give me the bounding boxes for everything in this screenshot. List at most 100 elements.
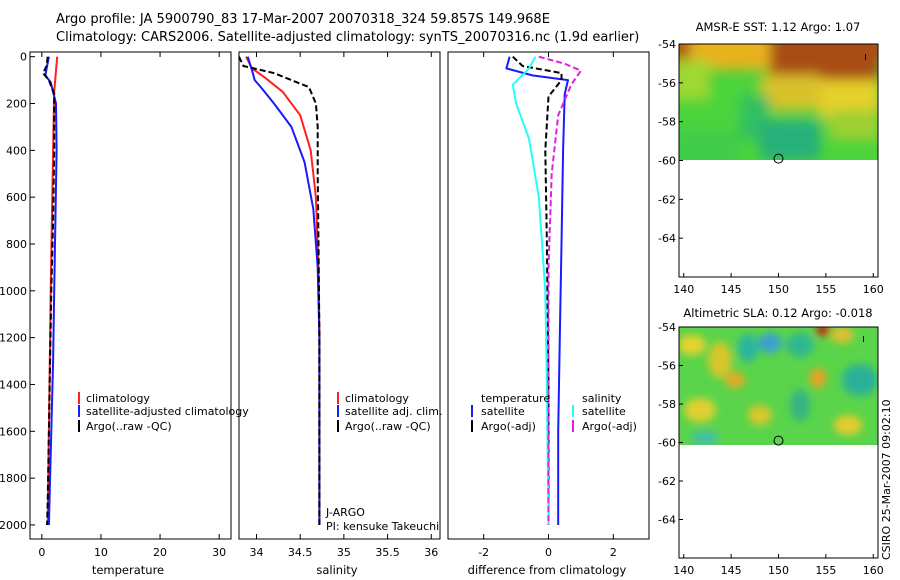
temperature-lines [42,56,59,526]
sst-map-panel: AMSR-E SST: 1.12 Argo: 1.07 ı 140 145 150 1… [658,20,884,296]
sla-field [679,327,878,445]
temperature-series-argo-raw-qc [42,56,56,526]
temperature-ytick-label: 1600 [0,425,27,438]
temperature-xtick-label: 0 [38,546,45,559]
sla-ticks: 140 145 150 155 160 -54 -56 -58 -60 -62 -64 [658,321,884,577]
sst-ticks: 140 145 150 155 160 -54 -56 -58 -60 -62 -64 [658,38,884,296]
salinity-xtick-label: 36 [424,546,438,559]
salinity-panel: 34 34.5 35 35.5 36 salinity climatology sate… [238,51,442,577]
sla-ytick-label: -62 [658,475,676,488]
difference-series-salinity-argo-adj [538,55,582,525]
difference-xlabel: difference from climatology [468,563,627,577]
temperature-panel: 0 10 20 30 0 200 400 600 800 1000 1200 1400 1600 1800… [0,51,249,577]
sla-xtick-label: 140 [673,564,694,577]
sst-xtick-label: 160 [863,283,884,296]
legend-satellite-adjusted-label: satellite-adjusted climatology [86,405,249,418]
temperature-ytick-label: 1000 [0,285,27,298]
salinity-series-satellite-adj-clim [246,56,321,525]
salinity-lines [238,56,321,525]
legend-salinity-heading: salinity [582,392,622,405]
sst-corner-mark: ı [864,50,867,63]
legend-sal-argo-label: Argo(..raw -QC) [345,420,431,433]
sla-xtick-label: 160 [863,564,884,577]
temperature-ytick-label: 400 [6,144,27,157]
legend-argo-label: Argo(..raw -QC) [86,420,172,433]
salinity-series-climatology [245,56,321,525]
pi-label: PI: kensuke Takeuchi [326,520,439,533]
difference-xtick-label: -2 [478,546,489,559]
temperature-axes-frame [29,51,232,540]
salinity-xlabel: salinity [316,563,357,577]
difference-xtick-label: 0 [545,546,552,559]
sla-xtick-label: 150 [768,564,789,577]
sla-xtick-label: 155 [815,564,836,577]
temperature-xtick-label: 30 [212,546,226,559]
sst-xtick-label: 155 [815,283,836,296]
sla-xtick-label: 145 [721,564,742,577]
temperature-series-satellite-adjusted-climatology [44,56,58,526]
sst-xtick-label: 150 [768,283,789,296]
sst-map-title: AMSR-E SST: 1.12 Argo: 1.07 [696,20,861,34]
salinity-legend: climatology satellite adj. clim. Argo(..… [337,392,442,433]
salinity-series-argo-raw-qc [238,56,321,525]
temperature-ytick-label: 0 [20,51,27,64]
sst-xtick-label: 140 [673,283,694,296]
sst-ytick-label: -54 [658,38,676,51]
difference-series-salinity-satellite [511,56,550,526]
legend-sal-satellite-label: satellite adj. clim. [345,405,442,418]
temperature-ytick-label: 1200 [0,332,27,345]
temperature-ytick-label: 1800 [0,472,27,485]
temperature-xlabel: temperature [92,563,164,577]
temperature-ytick-label: 200 [6,98,27,111]
salinity-axes-frame [238,51,441,540]
legend-temperature-heading: temperature [481,392,550,405]
legend-sal-argo-label: Argo(-adj) [582,420,637,433]
salinity-xtick-label: 35 [337,546,351,559]
legend-temp-satellite-label: satellite [481,405,525,418]
legend-climatology-label: climatology [86,392,150,405]
temperature-xtick-label: 10 [94,546,108,559]
sst-xtick-label: 145 [721,283,742,296]
sla-ytick-label: -60 [658,437,676,450]
difference-series-temperature-argo-adj [512,55,563,525]
difference-legend: temperature satellite Argo(-adj) salinit… [471,392,637,433]
timestamp-stamp: CSIRO 25-Mar-2007 09:02:10 [880,399,893,560]
sla-map-panel: Altimetric SLA: 0.12 Argo: -0.018 [658,306,884,577]
sst-ytick-label: -60 [658,155,676,168]
sla-ytick-label: -56 [658,360,676,373]
difference-xtick-label: 2 [610,546,617,559]
sla-ytick-label: -54 [658,321,676,334]
sla-float-marker [773,435,784,446]
sla-map-title: Altimetric SLA: 0.12 Argo: -0.018 [683,306,872,320]
sla-corner-mark: ı [862,332,865,345]
temperature-ticks: 0 10 20 30 0 200 400 600 800 1000 1200 1400 1600 1800… [0,51,226,559]
difference-ticks: -2 0 2 [478,52,617,559]
temperature-ytick-label: 1400 [0,378,27,391]
sst-float-marker [773,153,784,164]
sla-ytick-label: -64 [658,514,676,527]
salinity-ticks: 34 34.5 35 35.5 36 [249,52,438,559]
legend-temp-argo-label: Argo(-adj) [481,420,536,433]
sst-field [679,44,878,160]
difference-panel: -2 0 2 difference from climatology tempera… [447,51,650,577]
sst-ytick-label: -56 [658,77,676,90]
sst-ytick-label: -58 [658,116,676,129]
temperature-legend: climatology satellite-adjusted climatolo… [78,392,249,433]
legend-sal-climatology-label: climatology [345,392,409,405]
temperature-xtick-label: 20 [153,546,167,559]
salinity-xtick-label: 34 [249,546,263,559]
jargo-label: J-ARGO [325,506,365,519]
salinity-xtick-label: 34.5 [288,546,313,559]
legend-sal-sat-label: satellite [582,405,626,418]
sst-ytick-label: -64 [658,232,676,245]
figure-title-line2: Climatology: CARS2006. Satellite-adjuste… [56,30,639,45]
temperature-ytick-label: 600 [6,191,27,204]
temperature-series-climatology [46,56,59,526]
temperature-ytick-label: 2000 [0,519,27,532]
sla-ytick-label: -58 [658,398,676,411]
temperature-ytick-label: 800 [6,238,27,251]
difference-series-temperature-satellite [505,56,569,525]
figure-title-line1: Argo profile: JA 5900790_83 17-Mar-2007 … [56,12,550,27]
sst-ytick-label: -62 [658,193,676,206]
